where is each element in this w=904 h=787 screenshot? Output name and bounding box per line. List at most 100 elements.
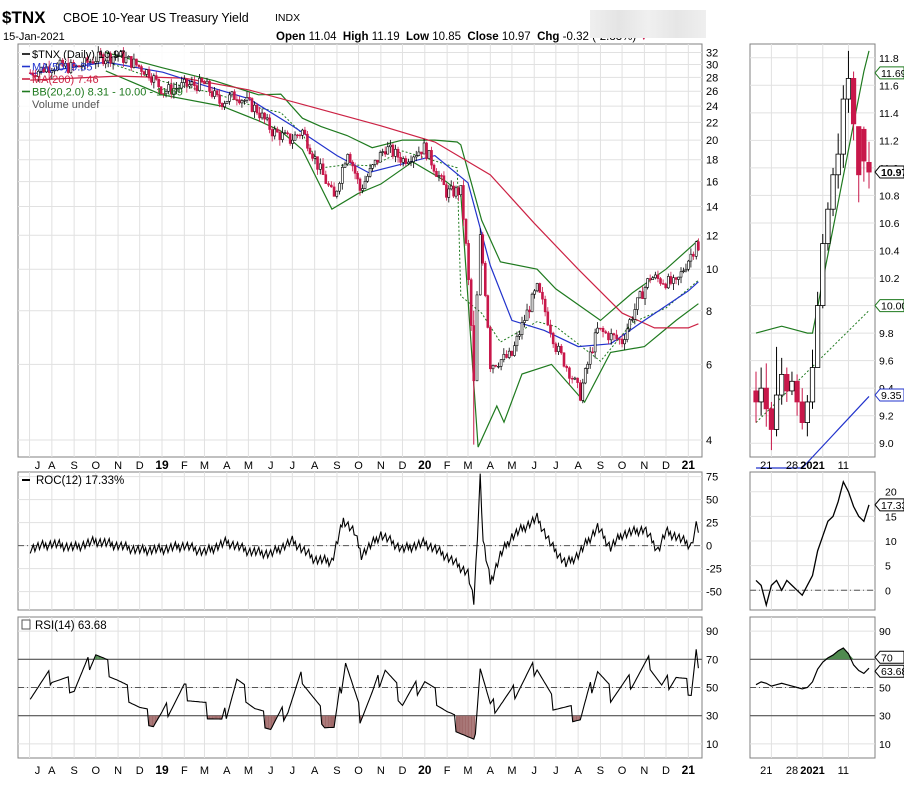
candle <box>303 129 307 135</box>
candle <box>306 133 309 149</box>
rsi-overbought-fill <box>95 654 98 660</box>
candle <box>122 51 125 63</box>
candle <box>162 93 165 95</box>
candle <box>386 146 390 155</box>
roc-tick-label: 0 <box>706 541 712 553</box>
candle <box>659 278 662 284</box>
detail-price-tick: 9.6 <box>879 356 894 368</box>
candle <box>260 112 264 119</box>
candle <box>520 322 524 335</box>
detail-candle <box>758 387 764 403</box>
candle <box>195 85 199 91</box>
candle <box>457 187 460 196</box>
rsi-oversold-fill <box>469 715 471 738</box>
detail-price-tick: 9.0 <box>879 438 894 450</box>
candle <box>568 367 571 379</box>
candle <box>383 151 387 155</box>
price-marker-label: 10.97 <box>881 167 904 179</box>
x-tick-label: 19 <box>155 763 169 777</box>
x-tick-label: A <box>487 765 495 777</box>
roc-tick-label: 75 <box>706 472 718 484</box>
detail-price-tick: 10.2 <box>879 273 900 285</box>
candle <box>604 331 608 334</box>
candle <box>528 309 531 313</box>
candle <box>469 279 473 326</box>
candle <box>481 234 485 264</box>
x-tick-label: A <box>311 460 319 472</box>
candle <box>61 59 65 67</box>
detail-price-tick: 11.4 <box>879 108 899 120</box>
detail-rsi-tick: 10 <box>879 739 891 751</box>
x-tick-label: J <box>35 765 41 777</box>
x-tick-label: J <box>35 460 41 472</box>
x-tick-label: D <box>399 765 407 777</box>
x-tick-label: D <box>662 765 670 777</box>
candle <box>39 66 43 72</box>
roc-tick-label: 50 <box>706 495 718 507</box>
candle <box>335 190 339 197</box>
candle <box>114 56 117 58</box>
candle <box>77 65 81 68</box>
candle <box>437 175 441 177</box>
detail-roc-tick: 20 <box>885 487 897 499</box>
ma200-line <box>30 75 699 329</box>
candle <box>425 142 428 159</box>
candle <box>618 338 621 340</box>
candle <box>140 66 143 72</box>
candle <box>213 90 216 97</box>
x-tick-label: D <box>662 460 670 472</box>
rsi-oversold-fill <box>461 715 464 735</box>
candle <box>104 60 107 65</box>
candle <box>376 159 379 163</box>
high-label: High <box>342 31 369 43</box>
high-value: 11.19 <box>371 31 400 43</box>
candle <box>427 150 431 159</box>
rsi-oversold-fill <box>464 715 467 737</box>
low-value: 10.85 <box>432 31 461 43</box>
price-marker <box>874 388 904 402</box>
candle <box>557 345 560 352</box>
detail-x-tick: 2021 <box>800 460 824 472</box>
candle <box>462 185 465 220</box>
candle <box>50 70 54 73</box>
candle <box>612 333 616 336</box>
x-tick-label: A <box>311 765 319 777</box>
candle <box>513 345 516 356</box>
candle <box>270 129 274 137</box>
rsi-legend: RSI(14) 63.68 <box>35 620 107 632</box>
candle <box>510 350 514 356</box>
candle <box>679 271 683 278</box>
roc-tick-label: 25 <box>706 518 718 530</box>
price-tick-label: 4 <box>706 435 712 447</box>
candle <box>407 161 410 164</box>
candle <box>684 268 688 272</box>
price-tick-label: 30 <box>706 60 718 72</box>
detail-rsi-tick: 50 <box>879 683 891 695</box>
candle <box>106 53 110 62</box>
candle <box>278 131 282 140</box>
candle <box>228 94 231 102</box>
rsi-oversold-fill <box>210 715 212 719</box>
candle <box>625 328 629 340</box>
candle <box>467 243 470 281</box>
roc-legend: ROC(12) 17.33% <box>36 475 124 487</box>
price-tick-label: 26 <box>706 86 718 98</box>
candle <box>301 129 304 136</box>
roc-tick-label: -25 <box>706 564 722 576</box>
blurred-ad-placeholder <box>590 10 706 38</box>
candle <box>638 291 642 299</box>
candle <box>573 377 577 380</box>
x-tick-label: D <box>136 765 144 777</box>
rsi-oversold-fill <box>463 715 465 736</box>
candle <box>412 156 415 163</box>
candle <box>245 97 249 101</box>
detail-x-tick: 28 <box>786 765 798 777</box>
candle <box>414 155 418 158</box>
candle <box>250 98 254 112</box>
rsi-marker-label: 63.68 <box>881 666 904 678</box>
candle <box>447 188 451 198</box>
candle <box>497 366 500 368</box>
candle <box>205 80 209 85</box>
x-tick-label: D <box>399 460 407 472</box>
legend-entry: $TNX (Daily) 10.97 <box>32 49 126 61</box>
